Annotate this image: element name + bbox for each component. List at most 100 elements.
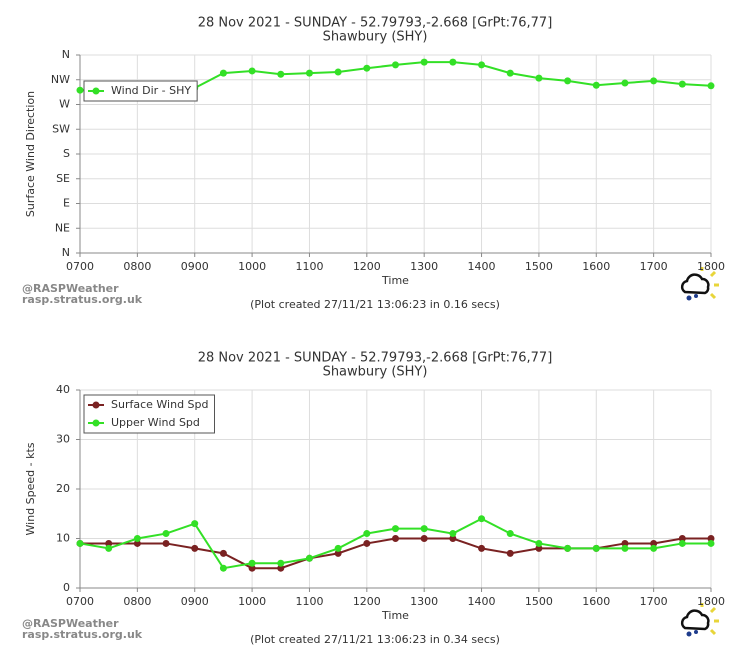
data-point bbox=[592, 81, 600, 89]
data-point bbox=[105, 539, 113, 547]
y-tick-label: 30 bbox=[56, 433, 70, 446]
data-point bbox=[191, 520, 199, 528]
chart: 28 Nov 2021 - SUNDAY - 52.79793,-2.668 [… bbox=[22, 16, 725, 312]
data-point bbox=[133, 539, 141, 547]
data-point bbox=[678, 535, 686, 542]
data-point bbox=[420, 535, 428, 542]
x-tick-label: 1500 bbox=[525, 260, 553, 273]
x-tick-label: 1000 bbox=[238, 260, 266, 273]
data-point bbox=[392, 525, 399, 533]
data-point bbox=[392, 61, 399, 69]
data-point bbox=[248, 67, 256, 75]
data-point bbox=[707, 535, 715, 542]
credit-url: rasp.stratus.org.uk bbox=[22, 293, 143, 306]
data-point bbox=[535, 74, 543, 82]
y-tick-label: S bbox=[63, 147, 70, 160]
y-tick-label: 40 bbox=[56, 383, 70, 396]
data-point bbox=[478, 515, 486, 523]
legend-label: Surface Wind Spd bbox=[111, 398, 209, 411]
credit: @RASPWeather bbox=[22, 282, 119, 295]
data-point bbox=[621, 544, 629, 552]
chart-title: 28 Nov 2021 - SUNDAY - 52.79793,-2.668 [… bbox=[198, 351, 553, 366]
data-point bbox=[621, 79, 629, 87]
y-tick-label: N bbox=[62, 48, 70, 61]
data-point bbox=[305, 69, 313, 77]
y-tick-label: 10 bbox=[56, 532, 70, 545]
data-point bbox=[420, 525, 428, 533]
x-tick-label: 1400 bbox=[468, 260, 496, 273]
x-tick-label: 0700 bbox=[66, 595, 94, 608]
y-tick-label: SW bbox=[52, 122, 70, 135]
data-point bbox=[650, 544, 658, 552]
data-point bbox=[478, 544, 486, 552]
data-point bbox=[334, 549, 342, 557]
data-point bbox=[650, 77, 658, 85]
data-point bbox=[621, 539, 629, 547]
x-tick-label: 0800 bbox=[123, 260, 151, 273]
legend-box bbox=[83, 394, 215, 434]
x-tick-label: 0900 bbox=[181, 595, 209, 608]
data-point bbox=[535, 539, 543, 547]
logo bbox=[680, 267, 719, 301]
data-point bbox=[277, 559, 285, 567]
data-point bbox=[707, 82, 715, 90]
x-axis-label: Time bbox=[381, 274, 409, 287]
data-point bbox=[564, 77, 572, 85]
legend-label: Wind Dir - SHY bbox=[111, 84, 191, 97]
data-point bbox=[650, 539, 658, 547]
legend-marker bbox=[92, 419, 100, 427]
data-point bbox=[305, 554, 313, 562]
legend-marker bbox=[92, 87, 100, 95]
data-point bbox=[420, 58, 428, 66]
data-point bbox=[334, 68, 342, 76]
legend-box bbox=[83, 80, 198, 102]
data-point bbox=[506, 69, 514, 77]
x-tick-label: 1800 bbox=[697, 595, 725, 608]
data-point bbox=[678, 539, 686, 547]
data-point bbox=[219, 564, 227, 572]
data-point bbox=[219, 69, 227, 77]
x-tick-label: 1300 bbox=[410, 595, 438, 608]
data-point bbox=[133, 535, 141, 542]
chart: 28 Nov 2021 - SUNDAY - 52.79793,-2.668 [… bbox=[22, 351, 725, 647]
data-point bbox=[162, 530, 170, 538]
chart-subtitle: Shawbury (SHY) bbox=[323, 365, 428, 380]
data-point bbox=[76, 539, 84, 547]
footnote: (Plot created 27/11/21 13:06:23 in 0.16 … bbox=[250, 298, 500, 311]
y-tick-label: W bbox=[59, 98, 70, 111]
x-tick-label: 1100 bbox=[295, 260, 323, 273]
data-point bbox=[592, 544, 600, 552]
x-tick-label: 0900 bbox=[181, 260, 209, 273]
x-tick-label: 1300 bbox=[410, 260, 438, 273]
data-point bbox=[219, 549, 227, 557]
y-axis-label: Wind Speed - kts bbox=[24, 442, 37, 535]
data-point bbox=[277, 70, 285, 78]
data-point bbox=[506, 549, 514, 557]
y-axis-label: Surface Wind Direction bbox=[24, 91, 37, 217]
legend: Wind Dir - SHY bbox=[83, 80, 198, 102]
chart-title: 28 Nov 2021 - SUNDAY - 52.79793,-2.668 [… bbox=[198, 16, 553, 31]
data-point bbox=[449, 535, 457, 542]
legend-marker bbox=[92, 401, 100, 409]
credit: @RASPWeather bbox=[22, 617, 119, 630]
x-tick-label: 1200 bbox=[353, 260, 381, 273]
data-point bbox=[506, 530, 514, 538]
data-point bbox=[707, 539, 715, 547]
y-tick-label: SE bbox=[56, 172, 70, 185]
data-point bbox=[564, 544, 572, 552]
x-tick-label: 1500 bbox=[525, 595, 553, 608]
credit-url: rasp.stratus.org.uk bbox=[22, 628, 143, 641]
x-tick-label: 0700 bbox=[66, 260, 94, 273]
y-tick-label: 0 bbox=[63, 581, 70, 594]
x-tick-label: 1200 bbox=[353, 595, 381, 608]
data-point bbox=[191, 544, 199, 552]
data-point bbox=[478, 61, 486, 69]
chart-subtitle: Shawbury (SHY) bbox=[323, 30, 428, 45]
data-point bbox=[678, 80, 686, 88]
x-tick-label: 1000 bbox=[238, 595, 266, 608]
x-axis-label: Time bbox=[381, 609, 409, 622]
data-point bbox=[363, 64, 371, 72]
x-tick-label: 1700 bbox=[640, 595, 668, 608]
data-point bbox=[449, 58, 457, 66]
data-point bbox=[535, 544, 543, 552]
